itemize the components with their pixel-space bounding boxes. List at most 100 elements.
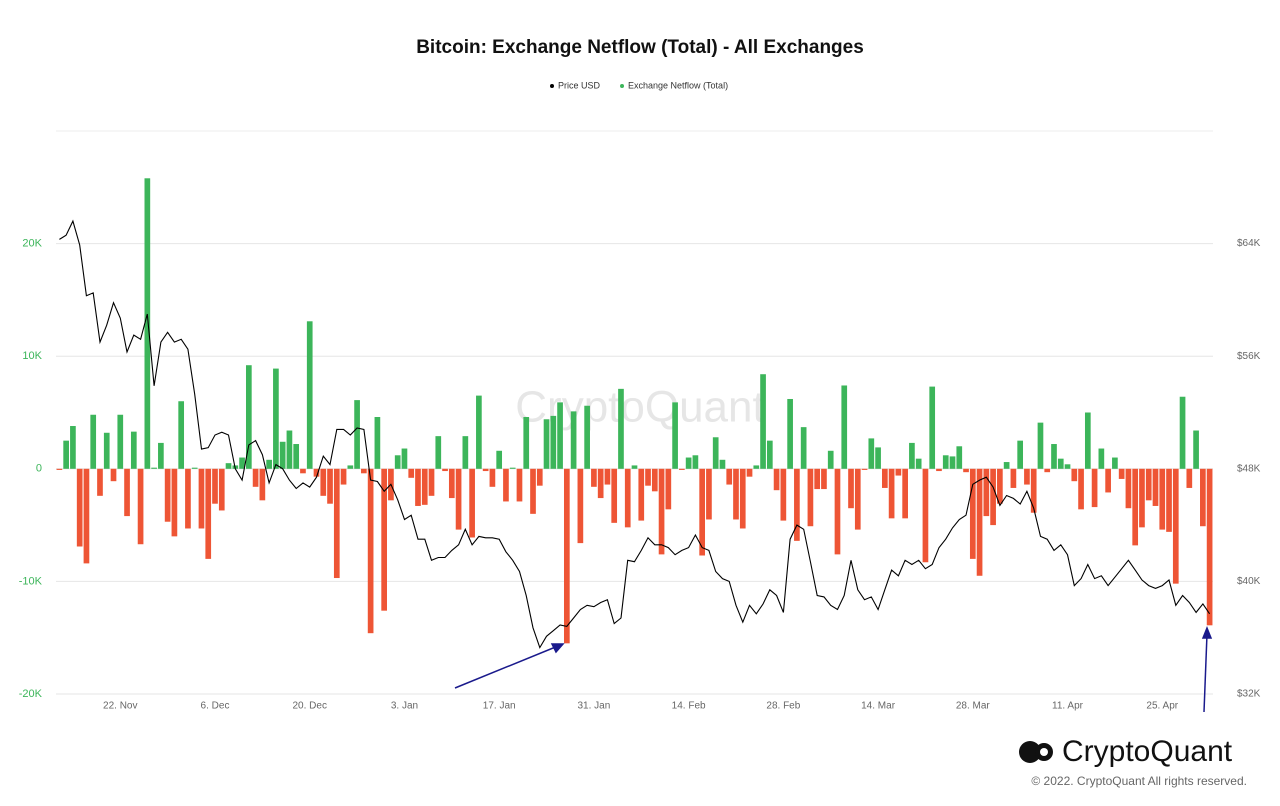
bar <box>611 468 618 523</box>
y-tick-label: -20K <box>19 688 43 700</box>
x-tick-label: 17. Jan <box>483 701 516 712</box>
bar <box>570 411 577 469</box>
bar <box>70 426 76 469</box>
bar <box>766 440 773 469</box>
bar <box>997 468 1003 504</box>
bar <box>421 468 428 505</box>
bar <box>882 468 888 488</box>
bar <box>158 442 164 469</box>
bar <box>1084 412 1091 469</box>
bar <box>1078 468 1084 510</box>
bar <box>469 468 475 538</box>
bar <box>1091 468 1098 508</box>
bar <box>212 468 218 504</box>
bar <box>787 398 793 469</box>
bar <box>638 468 645 521</box>
bar <box>557 402 563 469</box>
bar <box>1159 468 1166 530</box>
bar <box>110 468 117 482</box>
y2-tick-label: $48K <box>1237 463 1261 474</box>
bar <box>1030 468 1037 513</box>
bar <box>347 465 354 469</box>
x-tick-label: 20. Dec <box>292 701 326 712</box>
bar <box>76 468 83 547</box>
bar <box>191 467 198 469</box>
legend-label: Price USD <box>558 80 601 90</box>
bar <box>834 468 841 555</box>
arrow-line <box>454 645 559 689</box>
bar <box>604 468 611 485</box>
bar <box>1112 457 1118 469</box>
bar <box>949 456 956 469</box>
x-tick-label: 31. Jan <box>577 701 610 712</box>
bar <box>753 465 760 469</box>
bar <box>1139 468 1145 528</box>
price-line <box>59 219 1211 649</box>
x-tick-label: 28. Mar <box>956 701 991 712</box>
bar <box>117 414 124 469</box>
bar <box>218 468 225 511</box>
x-tick-label: 14. Feb <box>672 701 706 712</box>
logo-icon <box>1019 741 1041 763</box>
bar <box>854 468 861 530</box>
bar <box>279 441 286 469</box>
bar <box>658 468 665 555</box>
bar <box>394 455 401 469</box>
bar <box>164 468 171 522</box>
bar <box>536 468 543 486</box>
arrow-head <box>1201 625 1213 639</box>
bar <box>624 468 631 528</box>
bar <box>591 468 597 487</box>
bar <box>130 431 137 469</box>
bar <box>1017 440 1024 469</box>
bar <box>1105 468 1111 493</box>
bar <box>800 427 807 469</box>
bar <box>706 468 712 520</box>
bar <box>1206 468 1213 626</box>
bar <box>807 468 814 527</box>
x-tick-label: 11. Apr <box>1052 701 1084 712</box>
bar <box>476 395 482 469</box>
x-tick-label: 3. Jan <box>391 701 418 712</box>
bar <box>259 468 266 501</box>
bar <box>1166 468 1172 532</box>
bar <box>144 178 151 469</box>
bar <box>780 468 787 521</box>
bar <box>827 450 834 469</box>
bar <box>333 468 340 579</box>
bar <box>523 417 530 469</box>
bar <box>936 468 942 472</box>
bar <box>969 468 976 559</box>
bar <box>1071 468 1078 482</box>
bar <box>245 365 252 469</box>
bar <box>252 468 259 487</box>
bar <box>448 468 455 499</box>
bar <box>915 458 922 469</box>
bar <box>841 385 848 469</box>
bar <box>563 468 570 644</box>
bar <box>1152 468 1159 506</box>
bar <box>794 468 800 541</box>
bar <box>685 457 692 469</box>
bar <box>868 438 875 469</box>
bar <box>198 468 205 529</box>
bar <box>354 400 360 469</box>
bar <box>503 468 509 502</box>
bar <box>63 440 69 469</box>
bar <box>428 468 435 496</box>
x-tick-label: 22. Nov <box>103 701 137 712</box>
y2-tick-label: $56K <box>1237 351 1261 362</box>
bar <box>746 468 753 477</box>
bar <box>983 468 990 517</box>
bar <box>597 468 604 499</box>
bar <box>401 448 408 469</box>
bar <box>1003 462 1010 469</box>
bar <box>942 455 949 469</box>
y2-tick-label: $32K <box>1237 689 1261 700</box>
y-tick-label: 10K <box>22 350 42 362</box>
legend-marker <box>620 84 625 88</box>
arrow-head <box>550 643 565 654</box>
bar <box>381 468 387 611</box>
bar <box>1037 422 1044 469</box>
plot-area <box>56 178 1213 695</box>
